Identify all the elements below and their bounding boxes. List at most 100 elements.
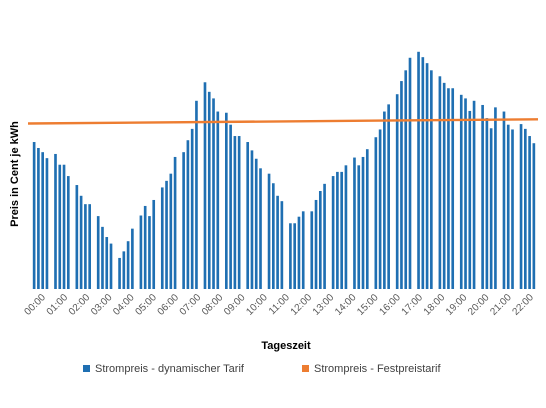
x-tick-label: 16:00 <box>377 292 403 318</box>
bar <box>254 158 258 289</box>
bar <box>250 150 254 289</box>
x-tick-label: 11:00 <box>267 292 292 317</box>
legend-swatch-fixed <box>302 365 309 372</box>
bar <box>79 195 83 289</box>
x-tick-label: 05:00 <box>133 292 159 318</box>
x-tick-label: 12:00 <box>289 292 315 318</box>
bar <box>310 211 314 289</box>
bar <box>314 199 318 289</box>
bar <box>105 237 109 289</box>
bar <box>353 157 356 289</box>
bar <box>173 156 177 289</box>
bar <box>459 94 463 289</box>
y-axis-title: Preis in Cent je kWh <box>9 121 21 227</box>
bar <box>186 140 190 289</box>
bar <box>494 107 497 289</box>
bar <box>190 128 194 289</box>
bar <box>519 124 523 289</box>
bar <box>502 111 506 289</box>
x-tick-label: 10:00 <box>244 292 270 318</box>
bar <box>387 104 390 290</box>
bar <box>430 70 433 289</box>
x-tick-label: 04:00 <box>111 292 137 318</box>
x-tick-label: 06:00 <box>156 292 182 318</box>
bar <box>58 164 62 289</box>
bar <box>118 257 121 289</box>
bar <box>378 129 382 289</box>
x-axis-tick-labels: 00:0001:0002:0003:0004:0005:0006:0007:00… <box>23 292 537 318</box>
bar <box>506 124 510 289</box>
bar <box>84 204 87 289</box>
bar <box>464 98 467 290</box>
bar <box>229 124 232 289</box>
x-tick-label: 22:00 <box>511 292 537 318</box>
bar <box>207 91 211 289</box>
bar <box>395 94 399 290</box>
x-tick-label: 00:00 <box>23 292 49 318</box>
x-tick-label: 03:00 <box>89 292 115 318</box>
x-tick-label: 13:00 <box>311 292 337 318</box>
bar <box>169 173 173 289</box>
x-tick-label: 08:00 <box>200 292 226 318</box>
bar <box>357 165 361 289</box>
bar <box>340 171 343 289</box>
bar <box>421 57 425 289</box>
x-axis-title: Tageszeit <box>261 340 311 352</box>
bar <box>318 191 322 289</box>
bar <box>101 226 104 289</box>
x-tick-label: 02:00 <box>67 292 93 318</box>
x-tick-label: 18:00 <box>422 292 448 318</box>
legend-swatch-dynamic <box>83 365 90 372</box>
bar <box>293 223 296 289</box>
bar <box>417 51 420 289</box>
bar <box>45 158 49 289</box>
bar <box>301 211 305 289</box>
bar <box>109 243 113 289</box>
bar <box>96 216 100 289</box>
bar <box>216 111 220 289</box>
bar <box>532 143 536 289</box>
bar <box>425 63 429 290</box>
x-tick-label: 19:00 <box>444 292 470 318</box>
bar <box>383 111 386 289</box>
x-tick-label: 07:00 <box>178 292 204 318</box>
bar <box>289 223 292 289</box>
bar <box>374 137 378 289</box>
bar <box>361 156 365 289</box>
bar <box>195 100 198 289</box>
fixed-price-line <box>27 118 539 125</box>
bar <box>259 168 262 289</box>
bar <box>404 70 408 289</box>
bar <box>331 176 335 289</box>
bar <box>438 76 442 289</box>
bar <box>528 136 531 289</box>
bar <box>148 216 151 289</box>
bar <box>37 147 40 289</box>
bar <box>152 199 156 289</box>
bar <box>237 136 241 289</box>
bar <box>336 171 339 289</box>
bar <box>62 164 66 289</box>
bar <box>203 82 207 290</box>
bar <box>88 204 91 289</box>
bar <box>451 88 455 290</box>
x-tick-label: 15:00 <box>355 292 381 318</box>
bar <box>246 142 250 289</box>
bar <box>442 82 446 289</box>
bar <box>472 100 476 289</box>
bar <box>267 173 271 289</box>
bar <box>447 88 450 290</box>
bar <box>323 183 326 289</box>
bar <box>524 128 527 289</box>
x-tick-label: 01:00 <box>45 292 71 318</box>
bar <box>280 201 284 289</box>
bar <box>233 136 237 289</box>
bar <box>489 128 493 289</box>
bar <box>344 165 348 289</box>
bar <box>126 241 130 289</box>
bar <box>485 118 489 289</box>
bar <box>131 228 134 289</box>
bar <box>212 98 215 290</box>
bar <box>468 110 472 289</box>
